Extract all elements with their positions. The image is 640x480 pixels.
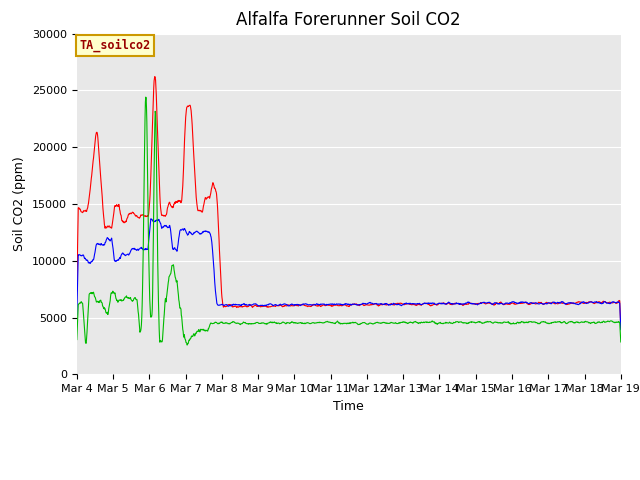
-2cm [617, 339, 625, 345]
Y-axis label: Soil CO2 (ppm): Soil CO2 (ppm) [13, 156, 26, 252]
Legend: -16cm, -8cm, -2cm: -16cm, -8cm, -2cm [236, 475, 461, 480]
-16cm [73, 288, 81, 294]
-8cm [73, 312, 81, 318]
X-axis label: Time: Time [333, 400, 364, 413]
-16cm [617, 325, 625, 331]
-2cm [137, 326, 145, 332]
Title: Alfalfa Forerunner Soil CO2: Alfalfa Forerunner Soil CO2 [237, 11, 461, 29]
-8cm [137, 245, 145, 251]
Line: -8cm: -8cm [77, 219, 621, 330]
-16cm [137, 212, 145, 217]
-8cm [304, 302, 312, 308]
-2cm [73, 336, 81, 342]
-2cm [383, 320, 391, 326]
-16cm [383, 302, 390, 308]
-8cm [115, 256, 123, 262]
-8cm [147, 216, 155, 222]
-2cm [183, 342, 191, 348]
-16cm [151, 74, 159, 80]
-8cm [325, 301, 333, 307]
-2cm [326, 319, 333, 325]
-8cm [383, 300, 390, 306]
-16cm [115, 202, 123, 207]
-2cm [305, 320, 312, 326]
-2cm [142, 94, 150, 100]
Text: TA_soilco2: TA_soilco2 [79, 39, 151, 52]
-2cm [115, 297, 123, 303]
-16cm [316, 303, 323, 309]
-8cm [617, 327, 625, 333]
-16cm [304, 304, 312, 310]
Line: -2cm: -2cm [77, 97, 621, 345]
-16cm [325, 302, 333, 308]
-8cm [316, 301, 323, 307]
Line: -16cm: -16cm [77, 77, 621, 328]
-2cm [316, 320, 323, 325]
